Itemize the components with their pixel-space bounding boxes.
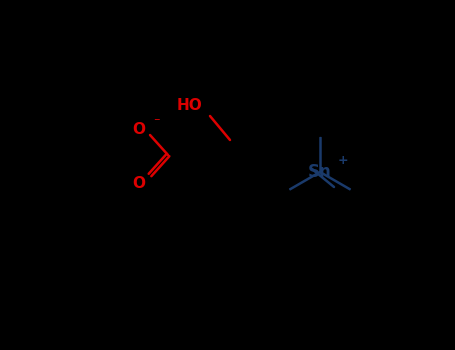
Text: O: O xyxy=(132,175,145,190)
Text: Sn: Sn xyxy=(308,163,332,181)
Text: HO: HO xyxy=(176,98,202,112)
Text: O: O xyxy=(132,121,145,136)
Text: ⁻: ⁻ xyxy=(153,117,160,130)
Text: O: O xyxy=(275,178,288,194)
Text: +: + xyxy=(338,154,349,167)
